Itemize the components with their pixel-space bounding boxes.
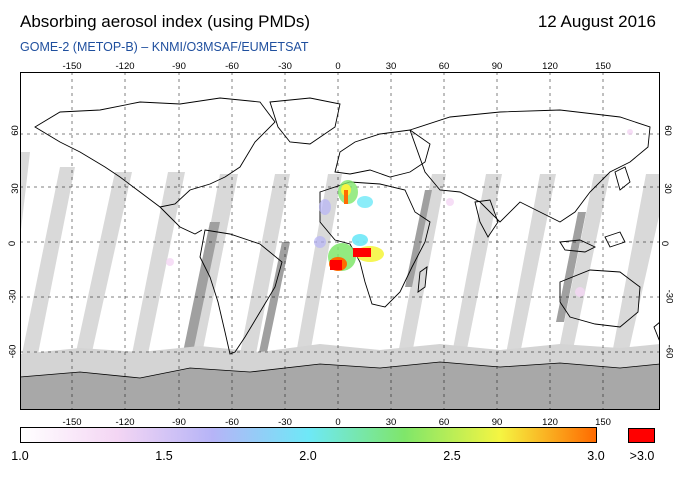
chart-title: Absorbing aerosol index (using PMDs) [20, 12, 311, 31]
lat-tick-left: -60 [7, 344, 19, 359]
lat-tick-right: -60 [663, 344, 675, 359]
lon-tick-top: 150 [595, 61, 611, 72]
lon-tick-bottom: -30 [278, 417, 292, 428]
lon-tick-bottom: -90 [172, 417, 186, 428]
lon-tick-bottom: 90 [491, 417, 503, 428]
lon-tick-bottom: 30 [385, 417, 397, 428]
orbit-gaps [182, 190, 586, 357]
lon-tick-top: -90 [172, 61, 186, 72]
lon-tick-top: -60 [225, 61, 239, 72]
colorbar-label: 2.0 [299, 449, 317, 463]
lon-tick-bottom: -120 [115, 417, 135, 428]
colorbar-label: 1.5 [155, 449, 173, 463]
aerosol-plume-southern-africa [314, 234, 384, 271]
lat-tick-left: -30 [7, 289, 19, 304]
lat-tick-right: -30 [663, 289, 675, 304]
lon-tick-bottom: 120 [542, 417, 558, 428]
aerosol-plume-sahara [319, 180, 373, 215]
antarctica [20, 361, 660, 410]
colorbar [20, 427, 597, 443]
lon-tick-bottom: 150 [595, 417, 611, 428]
lon-tick-bottom: -60 [225, 417, 239, 428]
colorbar-overflow-label: >3.0 [629, 449, 655, 463]
colorbar-label: 1.0 [11, 449, 29, 463]
lon-tick-top: 0 [335, 61, 341, 72]
date-label: 12 August 2016 [537, 12, 656, 31]
lon-tick-top: -120 [115, 61, 135, 72]
subtitle: GOME-2 (METOP-B) – KNMI/O3MSAF/EUMETSAT [20, 40, 309, 54]
colorbar-overflow-swatch [628, 428, 655, 443]
lon-tick-top: -150 [62, 61, 82, 72]
lat-tick-right: 0 [659, 240, 671, 247]
aerosol-speckle [166, 129, 633, 297]
lon-tick-bottom: -150 [62, 417, 82, 428]
lon-tick-top: 90 [491, 61, 503, 72]
lat-tick-left: 0 [7, 240, 19, 247]
aerosol-map [20, 72, 660, 410]
lon-tick-top: -30 [278, 61, 292, 72]
lon-tick-bottom: 60 [438, 417, 450, 428]
lat-tick-right: 30 [661, 183, 673, 194]
coastlines [34, 97, 660, 355]
lon-tick-top: 30 [385, 61, 397, 72]
lon-tick-bottom: 0 [335, 417, 341, 428]
graticule [20, 72, 660, 410]
lon-tick-top: 60 [438, 61, 450, 72]
lat-tick-right: 60 [661, 125, 673, 136]
colorbar-label: 3.0 [587, 449, 605, 463]
colorbar-label: 2.5 [443, 449, 461, 463]
lon-tick-top: 120 [542, 61, 558, 72]
